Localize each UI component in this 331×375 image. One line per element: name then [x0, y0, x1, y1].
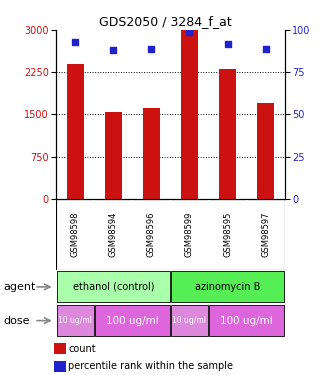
- Bar: [257, 103, 274, 199]
- Bar: [105, 112, 122, 199]
- Bar: [67, 64, 84, 199]
- Text: 100 ug/ml: 100 ug/ml: [106, 316, 159, 326]
- Bar: [171, 272, 284, 302]
- Text: 100 ug/ml: 100 ug/ml: [220, 316, 273, 326]
- Bar: [171, 305, 208, 336]
- Text: GSM98598: GSM98598: [71, 211, 80, 257]
- Bar: [181, 30, 198, 199]
- Text: ethanol (control): ethanol (control): [72, 282, 154, 292]
- Bar: [57, 272, 170, 302]
- Point: [72, 39, 78, 45]
- Text: GSM98596: GSM98596: [147, 211, 156, 257]
- Point: [187, 29, 192, 35]
- Point: [149, 46, 154, 52]
- Text: 10 ug/ml: 10 ug/ml: [172, 316, 207, 325]
- Point: [225, 40, 230, 46]
- Bar: [95, 305, 170, 336]
- Text: dose: dose: [3, 316, 30, 326]
- Bar: [143, 108, 160, 199]
- Point: [111, 47, 116, 53]
- Bar: [57, 305, 94, 336]
- Text: GSM98594: GSM98594: [109, 211, 118, 257]
- Bar: [209, 305, 284, 336]
- Bar: [55, 343, 66, 354]
- Text: count: count: [68, 344, 96, 354]
- Bar: [219, 69, 236, 199]
- Text: 10 ug/ml: 10 ug/ml: [58, 316, 92, 325]
- Text: percentile rank within the sample: percentile rank within the sample: [68, 362, 233, 371]
- Text: GDS2050 / 3284_f_at: GDS2050 / 3284_f_at: [99, 15, 232, 28]
- Point: [263, 46, 268, 52]
- Text: GSM98599: GSM98599: [185, 211, 194, 257]
- Text: agent: agent: [3, 282, 36, 292]
- Text: GSM98597: GSM98597: [261, 211, 270, 257]
- Text: azinomycin B: azinomycin B: [195, 282, 260, 292]
- Bar: [55, 361, 66, 372]
- Text: GSM98595: GSM98595: [223, 211, 232, 257]
